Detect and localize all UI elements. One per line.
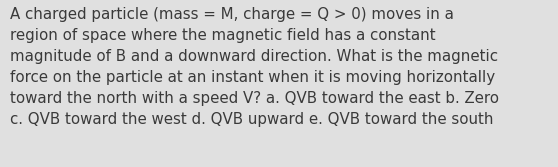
Text: A charged particle (mass = M, charge = Q > 0) moves in a
region of space where t: A charged particle (mass = M, charge = Q… — [10, 7, 499, 127]
